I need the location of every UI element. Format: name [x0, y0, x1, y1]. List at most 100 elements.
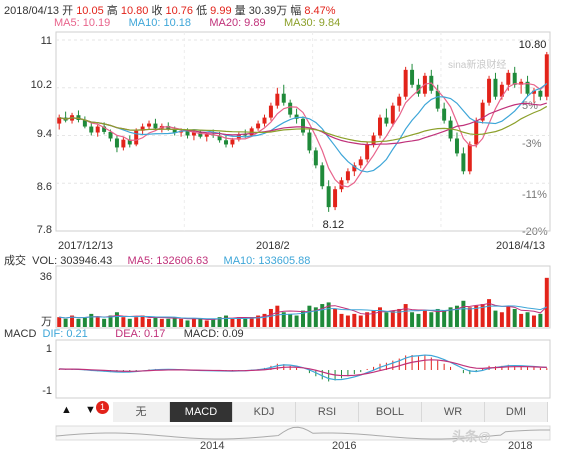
volume-title: 成交	[4, 255, 26, 267]
volume-bar	[435, 308, 440, 327]
candle-body	[198, 132, 203, 137]
candle-body	[224, 140, 229, 145]
volume-bar	[249, 317, 254, 327]
volume-bar	[198, 318, 203, 327]
volume-bar	[140, 315, 145, 327]
volume-bar	[422, 310, 427, 327]
price-tick-label: 7.8	[36, 224, 52, 236]
volume-bar	[499, 312, 504, 327]
candle-body	[512, 72, 517, 85]
candle-body	[57, 117, 62, 124]
candle-body	[461, 153, 466, 172]
candle-body	[352, 165, 357, 172]
candle-body	[127, 139, 132, 145]
candle-body	[506, 72, 511, 85]
overview-year-label: 2018	[508, 440, 533, 452]
volume-bar	[531, 315, 536, 327]
volume-bar	[159, 318, 164, 327]
tab-wr[interactable]: WR	[422, 402, 485, 422]
open-label: 开	[62, 5, 74, 17]
candle-body	[114, 138, 119, 148]
candlestick-series	[57, 51, 549, 212]
volume-bar	[134, 317, 139, 327]
ma5-line	[59, 82, 548, 188]
volume-bar	[281, 312, 286, 327]
ma30-line	[59, 105, 548, 143]
overview-line	[55, 426, 551, 440]
overview-year-label: 2014	[200, 440, 225, 452]
volume-bar	[320, 304, 325, 327]
candle-body	[108, 131, 113, 139]
macd-header: MACD DIF: 0.21 DEA: 0.17 MACD: 0.09	[4, 328, 244, 340]
macd-dif: DIF: 0.21	[42, 328, 88, 340]
tab-kdj[interactable]: KDJ	[233, 402, 296, 422]
price-tick-label: 8.6	[36, 181, 52, 193]
candle-body	[275, 93, 280, 106]
high-value: 10.80	[120, 5, 149, 17]
volume-tick-label: 36	[39, 271, 52, 283]
volume-bar	[519, 313, 524, 327]
quote-date: 2018/04/13	[4, 5, 60, 17]
volume-ma5: MA5: 132606.63	[127, 255, 209, 267]
macd-dea-line	[59, 359, 547, 377]
candle-body	[377, 117, 382, 136]
change-value: 8.47%	[304, 5, 336, 17]
candle-body	[480, 102, 485, 121]
volume-bar	[345, 315, 350, 327]
pct-tick-label: -11%	[522, 189, 547, 201]
tab-macd[interactable]: MACD	[170, 402, 233, 422]
tab-rsi[interactable]: RSI	[296, 402, 359, 422]
candle-body	[140, 126, 145, 131]
candle-body	[487, 78, 492, 103]
overview-sparkline	[55, 425, 551, 441]
volume-bar	[301, 310, 305, 327]
volume-label: 量	[234, 5, 246, 17]
toutiao-watermark: 头条@	[452, 429, 491, 444]
candle-body	[538, 90, 543, 97]
volume-bar	[114, 312, 119, 327]
volume-bar	[525, 312, 530, 327]
volume-bar	[211, 318, 216, 327]
candle-body	[333, 189, 338, 208]
scroll-down-icon[interactable]: ▼	[85, 404, 96, 416]
volume-bar	[333, 308, 338, 327]
candle-body	[525, 81, 530, 94]
price-tick-label: 10.2	[30, 79, 52, 91]
candle-body	[435, 90, 440, 109]
ma-legend: MA5: 10.19 MA10: 10.18 MA20: 9.89 MA30: …	[54, 17, 340, 29]
volume-bar	[506, 305, 511, 327]
volume-bar	[63, 318, 68, 327]
volume-bar	[230, 318, 235, 327]
candle-body	[365, 144, 370, 160]
volume-bar	[224, 315, 229, 327]
max-price-label: 10.80	[519, 39, 547, 51]
tab-dmi[interactable]: DMI	[485, 402, 548, 422]
volume-bar	[538, 313, 543, 327]
volume-panel-frame	[55, 265, 551, 329]
volume-bar	[390, 310, 395, 327]
date-label-start: 2017/12/13	[58, 240, 114, 252]
candle-body	[519, 81, 524, 85]
price-tick-label: 9.4	[36, 128, 52, 140]
volume-bar	[403, 304, 408, 327]
candle-body	[390, 105, 395, 124]
candle-body	[345, 171, 350, 181]
volume-bar	[461, 300, 466, 327]
candle-body	[243, 134, 248, 136]
tab-none[interactable]: 无	[113, 402, 170, 422]
volume-bar	[377, 307, 382, 327]
candle-body	[82, 119, 87, 127]
volume-bar	[191, 318, 196, 327]
tab-boll[interactable]: BOLL	[359, 402, 422, 422]
volume-bar	[95, 317, 100, 327]
price-tick-label: 11	[40, 35, 52, 47]
volume-ma-lines	[59, 302, 548, 320]
volume-ma10: MA10: 133605.88	[223, 255, 311, 267]
candle-body	[172, 129, 177, 133]
scroll-left-icon[interactable]: ▲	[61, 404, 72, 416]
candle-body	[326, 186, 331, 208]
pct-tick-label: -20%	[522, 226, 548, 238]
candle-body	[95, 126, 100, 133]
pct-tick-label: -3%	[522, 138, 542, 150]
candle-body	[454, 138, 459, 154]
